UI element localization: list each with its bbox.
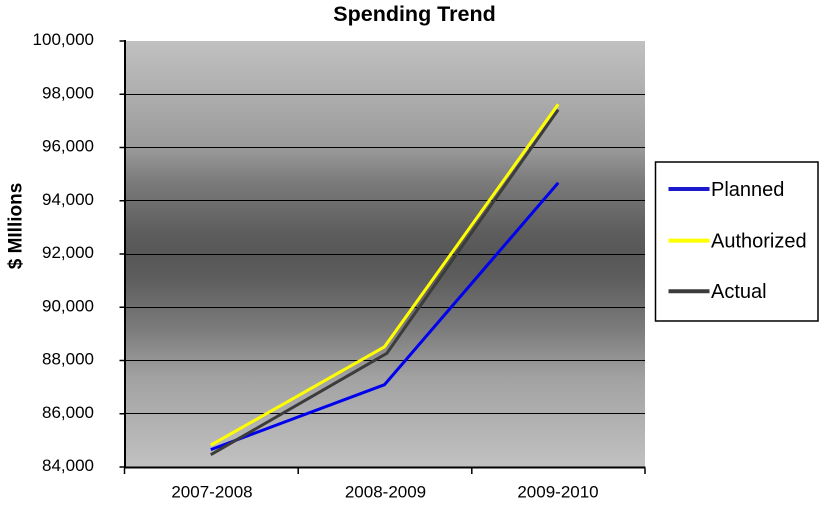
svg-text:2008-2009: 2008-2009 [345,483,426,502]
svg-text:90,000: 90,000 [42,296,94,315]
svg-text:2007-2008: 2007-2008 [171,483,252,502]
svg-text:Spending Trend: Spending Trend [333,2,495,26]
svg-text:84,000: 84,000 [42,456,94,475]
svg-text:86,000: 86,000 [42,403,94,422]
svg-text:88,000: 88,000 [42,350,94,369]
svg-text:2009-2010: 2009-2010 [517,483,598,502]
svg-text:94,000: 94,000 [42,190,94,209]
svg-text:98,000: 98,000 [42,83,94,102]
svg-text:Planned: Planned [711,179,784,201]
svg-text:Actual: Actual [711,281,767,303]
svg-text:92,000: 92,000 [42,243,94,262]
svg-text:Authorized: Authorized [711,231,807,253]
svg-text:96,000: 96,000 [42,137,94,156]
svg-text:100,000: 100,000 [33,30,94,49]
svg-text:$ MIllions: $ MIllions [6,183,27,270]
